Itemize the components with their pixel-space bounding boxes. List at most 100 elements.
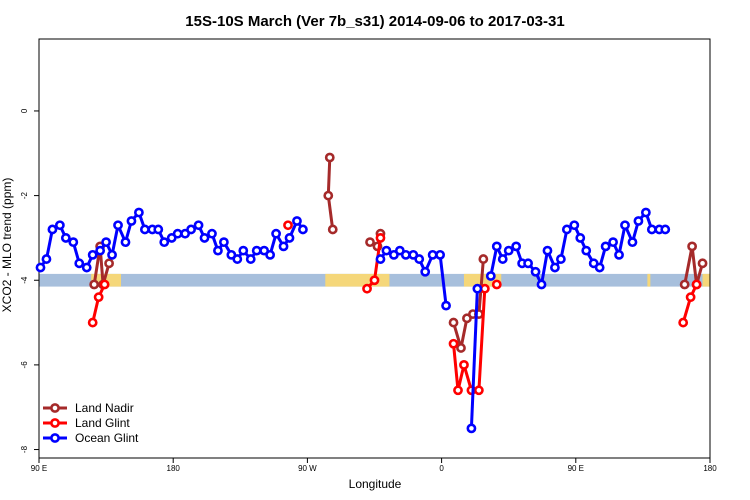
data-point-1-5-1 bbox=[685, 292, 696, 303]
data-point-2-0-30 bbox=[232, 254, 243, 264]
legend-label-2: Ocean Glint bbox=[75, 431, 139, 445]
data-point-2-1-4 bbox=[400, 249, 411, 260]
data-point-2-1-1 bbox=[381, 245, 392, 256]
data-point-2-0-6 bbox=[74, 258, 85, 269]
data-point-2-0-33 bbox=[251, 245, 262, 256]
data-point-2-3-23 bbox=[633, 216, 644, 226]
data-point-0-3-1 bbox=[456, 343, 466, 353]
data-point-2-3-25 bbox=[646, 224, 657, 235]
data-point-2-0-40 bbox=[298, 224, 308, 235]
series-line-0-4 bbox=[683, 244, 704, 286]
data-point-2-0-15 bbox=[134, 207, 144, 218]
data-point-1-4-0 bbox=[491, 279, 502, 290]
data-point-1-2-1 bbox=[369, 275, 380, 286]
data-point-2-3-7 bbox=[530, 266, 541, 277]
data-point-2-3-19 bbox=[608, 237, 618, 248]
data-point-2-0-38 bbox=[284, 233, 295, 243]
data-point-2-3-24 bbox=[640, 207, 651, 218]
data-point-2-3-4 bbox=[511, 241, 522, 252]
data-point-0-4-3 bbox=[697, 258, 708, 269]
series-line-2-2 bbox=[469, 288, 479, 429]
data-point-2-0-37 bbox=[278, 241, 289, 252]
data-point-1-0-2 bbox=[99, 279, 110, 290]
data-point-1-1-0 bbox=[283, 220, 293, 231]
data-point-1-3-2 bbox=[459, 359, 469, 370]
band-land-1 bbox=[325, 273, 390, 287]
data-point-2-3-3 bbox=[503, 245, 514, 256]
data-point-2-0-13 bbox=[120, 237, 131, 248]
y-axis: 0 -2 -4 -6 -8 bbox=[20, 108, 39, 453]
data-point-1-3-5 bbox=[479, 283, 490, 294]
legend-label-0: Land Nadir bbox=[75, 401, 134, 415]
series-line-2-3 bbox=[489, 211, 666, 286]
data-point-0-4-0 bbox=[679, 279, 690, 290]
data-point-0-3-0 bbox=[448, 317, 459, 328]
data-point-2-0-7 bbox=[81, 262, 92, 273]
data-point-2-0-21 bbox=[172, 228, 183, 239]
data-point-2-3-18 bbox=[600, 241, 611, 252]
data-point-2-2-1 bbox=[472, 283, 483, 294]
data-point-2-3-9 bbox=[542, 245, 553, 256]
data-point-2-0-39 bbox=[292, 216, 302, 226]
data-point-1-0-1 bbox=[93, 292, 104, 303]
legend-marker-2 bbox=[50, 433, 60, 443]
data-point-2-3-10 bbox=[550, 262, 560, 273]
data-point-2-0-35 bbox=[265, 249, 276, 260]
x-tick-label-3: 0 bbox=[439, 464, 444, 473]
x-tick-label-2: 90 W bbox=[298, 464, 317, 473]
data-point-2-0-5 bbox=[68, 237, 79, 248]
chart-title: 15S-10S March (Ver 7b_s31) 2014-09-06 to… bbox=[185, 13, 564, 30]
y-tick-label-0: 0 bbox=[20, 108, 29, 113]
data-point-1-0-0 bbox=[87, 317, 98, 328]
data-point-2-3-15 bbox=[581, 245, 592, 256]
data-point-2-0-1 bbox=[41, 254, 52, 264]
data-point-2-0-12 bbox=[113, 220, 123, 231]
data-point-2-3-27 bbox=[660, 224, 671, 235]
data-point-2-0-19 bbox=[159, 237, 170, 248]
data-point-1-3-0 bbox=[448, 338, 459, 349]
y-axis-label: XCO2 - MLO trend (ppm) bbox=[0, 178, 14, 313]
data-point-2-3-1 bbox=[491, 241, 502, 252]
plot-frame bbox=[38, 38, 711, 459]
x-axis: 90 E 180 90 W 0 90 E 180 bbox=[31, 458, 717, 473]
y-tick-label-3: -6 bbox=[20, 361, 29, 369]
data-point-2-0-9 bbox=[95, 245, 106, 256]
data-point-2-0-3 bbox=[54, 220, 65, 231]
series-line-1-5 bbox=[681, 283, 698, 324]
data-point-2-0-28 bbox=[218, 237, 229, 248]
data-point-2-3-22 bbox=[627, 237, 638, 248]
data-point-2-3-11 bbox=[555, 254, 566, 264]
data-point-2-0-16 bbox=[139, 224, 150, 235]
data-point-2-3-0 bbox=[485, 271, 496, 281]
x-tick-label-1: 180 bbox=[167, 464, 181, 473]
data-point-2-0-14 bbox=[126, 216, 137, 226]
data-point-2-0-11 bbox=[107, 249, 117, 260]
data-point-2-3-2 bbox=[497, 254, 508, 264]
data-point-2-0-32 bbox=[245, 254, 256, 264]
data-point-2-0-31 bbox=[238, 245, 249, 256]
y-tick-label-1: -2 bbox=[20, 191, 29, 199]
data-point-2-1-7 bbox=[420, 266, 431, 277]
data-point-2-0-8 bbox=[87, 249, 98, 260]
data-point-2-0-27 bbox=[213, 245, 223, 256]
data-point-2-1-8 bbox=[427, 249, 438, 260]
data-point-1-5-2 bbox=[691, 279, 702, 290]
data-point-2-0-26 bbox=[207, 228, 217, 239]
data-point-0-1-0 bbox=[324, 152, 335, 163]
data-point-2-0-18 bbox=[153, 224, 164, 235]
series-line-0-0 bbox=[92, 244, 111, 286]
legend-marker-1 bbox=[50, 418, 60, 428]
data-point-0-1-2 bbox=[327, 224, 338, 235]
data-point-2-0-23 bbox=[186, 224, 196, 235]
x-tick-label-4: 90 E bbox=[568, 464, 584, 473]
y-tick-label-4: -8 bbox=[20, 445, 29, 453]
data-point-0-0-0 bbox=[89, 279, 100, 290]
x-tick-label-0: 90 E bbox=[31, 464, 47, 473]
data-point-0-4-1 bbox=[687, 241, 698, 252]
legend-label-1: Land Glint bbox=[75, 416, 130, 430]
data-point-2-0-2 bbox=[47, 224, 58, 235]
series-layer bbox=[35, 152, 708, 434]
series-land-nadir bbox=[89, 152, 708, 353]
